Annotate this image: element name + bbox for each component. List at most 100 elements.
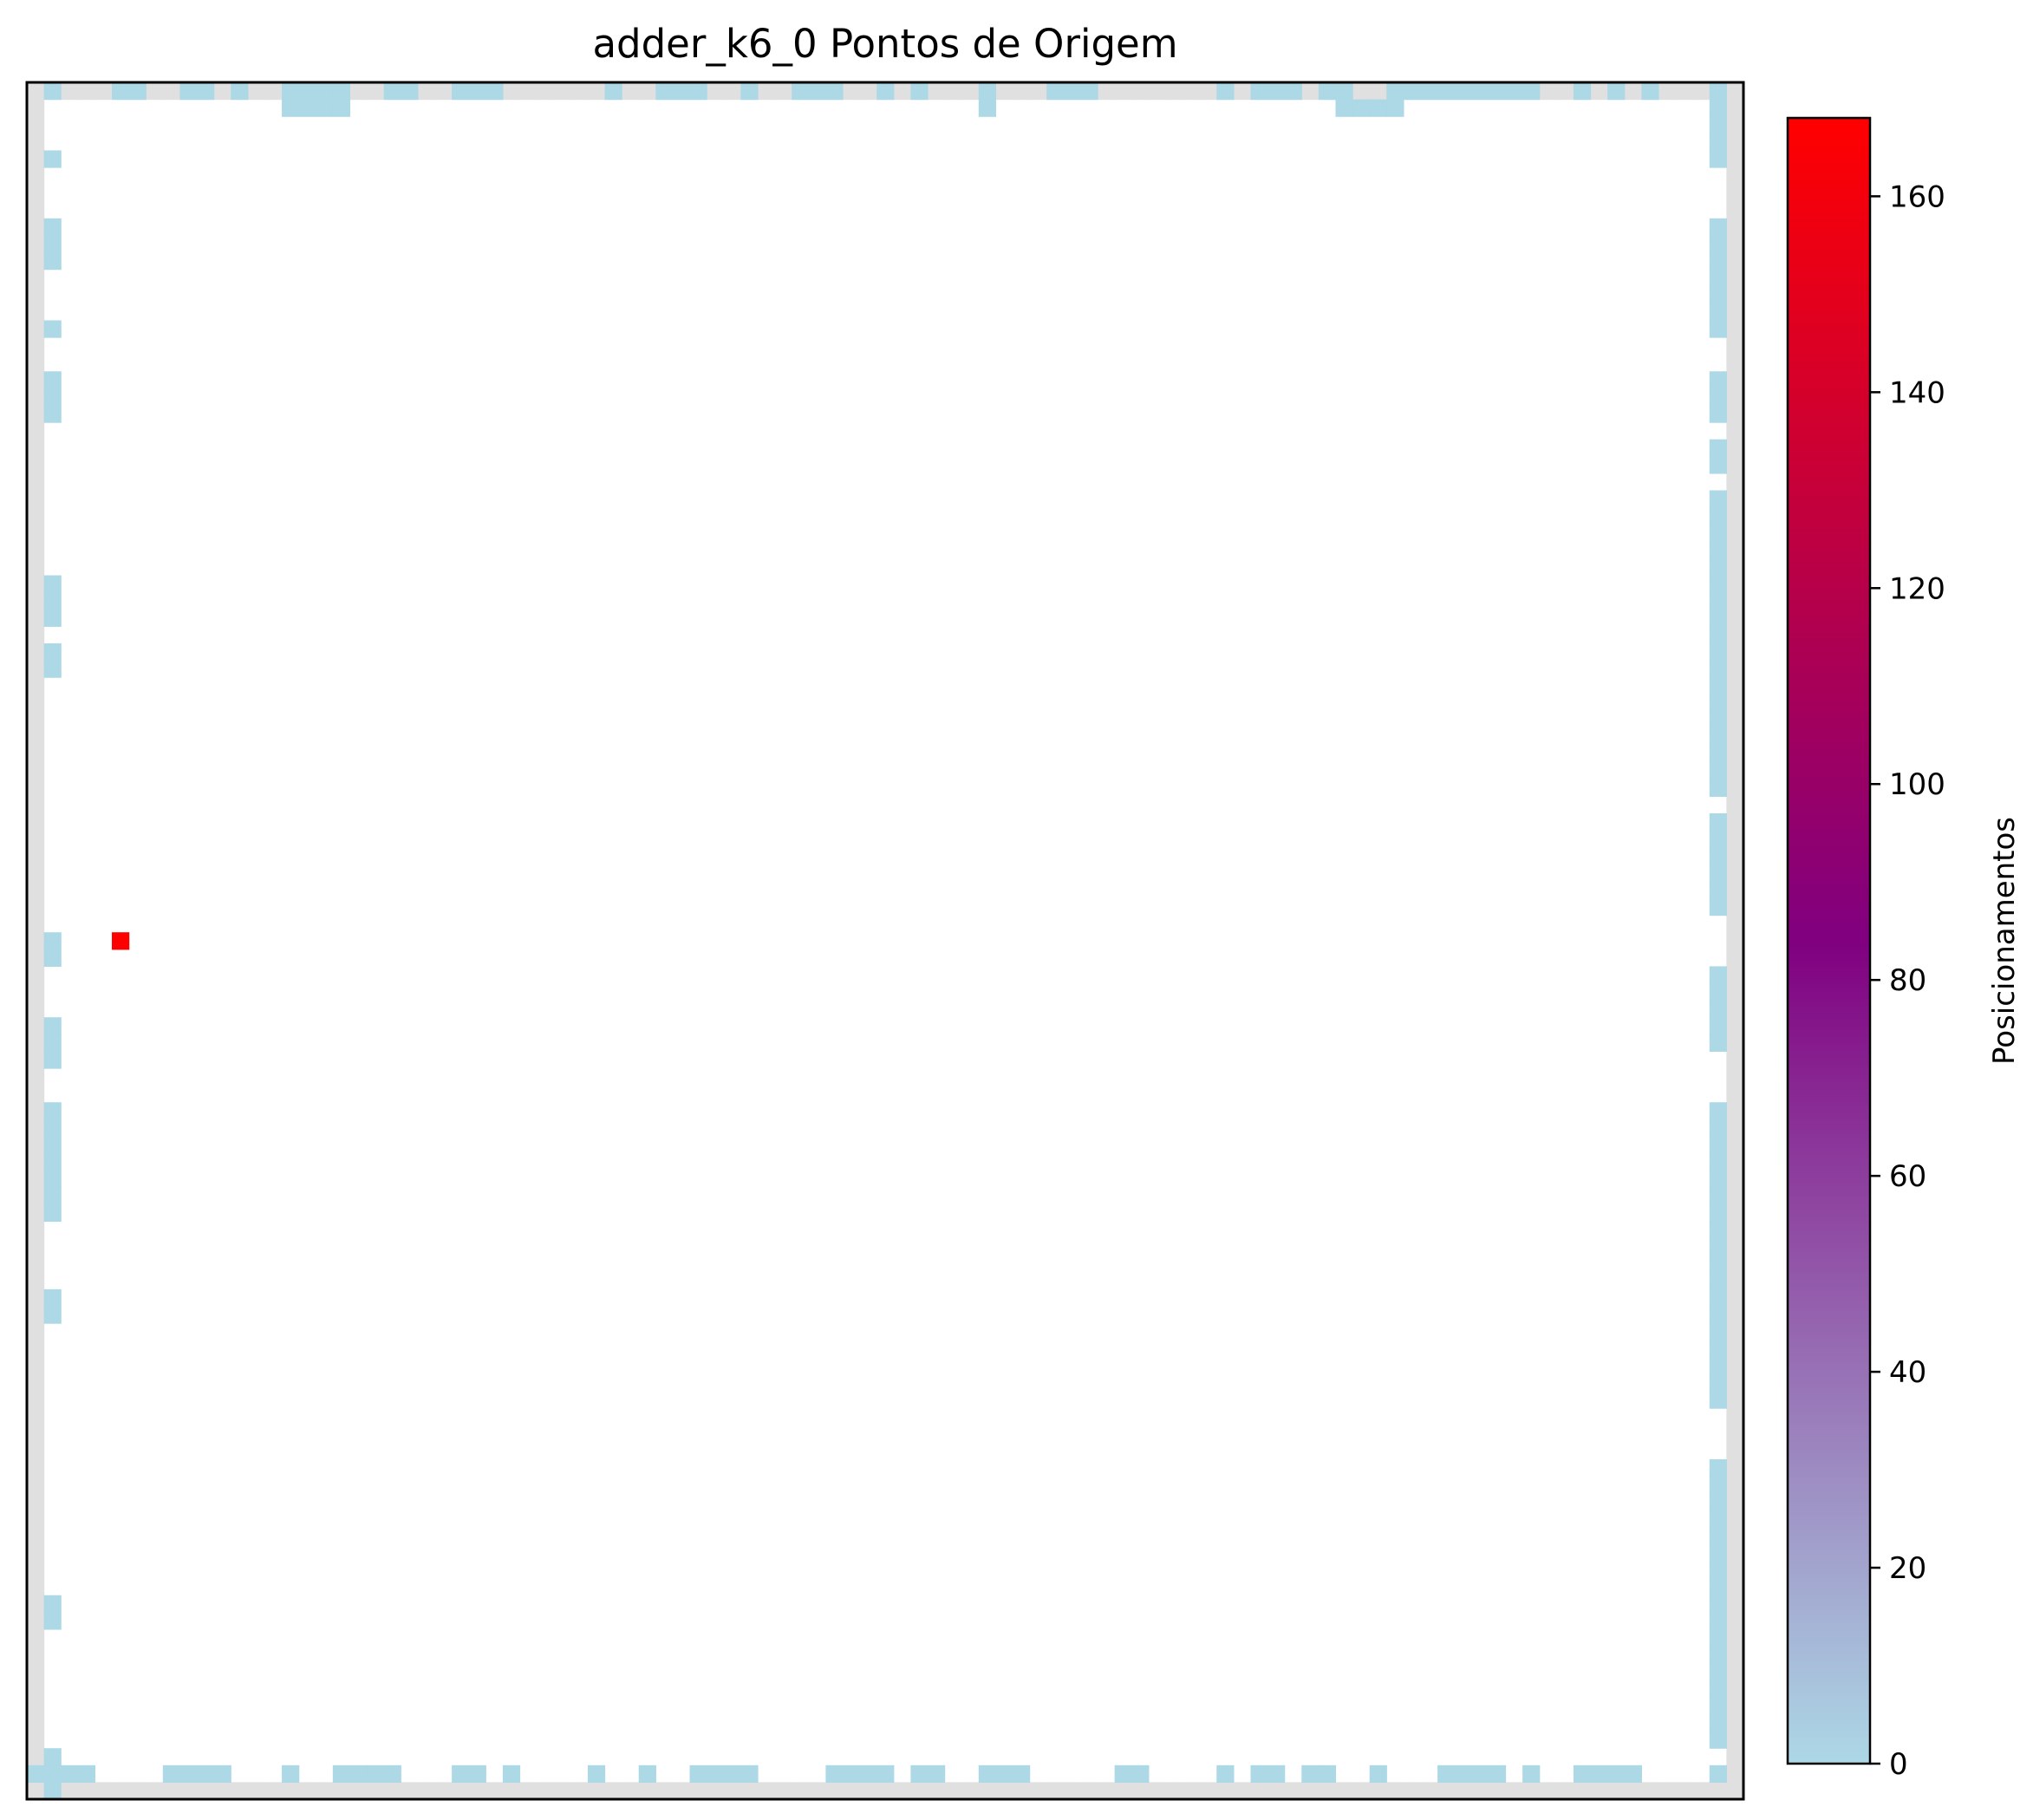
- colorbar-tick-label: 40: [1889, 1355, 1926, 1390]
- io-cell: [1726, 1136, 1744, 1154]
- io-cell-placed: [1709, 456, 1727, 474]
- io-cell: [1726, 1323, 1744, 1341]
- io-cell: [1726, 1357, 1744, 1375]
- io-cell-placed: [383, 82, 401, 101]
- io-cell: [1726, 320, 1744, 338]
- io-cell-placed: [316, 99, 334, 117]
- io-cell: [27, 1391, 45, 1409]
- io-cell: [27, 1272, 45, 1290]
- io-cell-placed: [1063, 82, 1082, 101]
- io-cell-placed: [1641, 82, 1659, 101]
- io-cell-placed: [1709, 864, 1727, 882]
- io-cell: [452, 1782, 470, 1800]
- io-cell: [27, 286, 45, 304]
- io-cell-placed: [383, 1765, 401, 1783]
- io-cell-placed: [43, 609, 62, 627]
- io-cell: [1352, 82, 1371, 101]
- io-cell: [27, 116, 45, 134]
- io-cell: [1403, 1782, 1422, 1800]
- io-cell-placed: [1709, 1238, 1727, 1256]
- io-cell: [27, 897, 45, 917]
- io-cell: [1726, 694, 1744, 712]
- io-cell: [1726, 456, 1744, 474]
- io-cell: [1726, 1765, 1744, 1783]
- io-cell-placed: [349, 1765, 368, 1783]
- io-cell: [27, 1561, 45, 1579]
- colorbar-tick-label: 140: [1889, 375, 1945, 410]
- io-cell: [978, 1782, 997, 1800]
- io-cell: [1726, 1578, 1744, 1596]
- io-cell: [774, 82, 792, 101]
- io-cell: [27, 1153, 45, 1171]
- io-cell: [27, 1782, 45, 1800]
- io-cell: [213, 1782, 231, 1800]
- io-cell: [1386, 1782, 1404, 1800]
- heatmap-area: [25, 81, 1745, 1801]
- io-cell: [1726, 252, 1744, 271]
- io-cell: [27, 711, 45, 729]
- io-cell-placed: [1709, 269, 1727, 287]
- io-cell: [146, 1782, 164, 1800]
- io-cell-placed: [876, 1765, 895, 1783]
- io-cell-placed: [43, 1288, 62, 1308]
- io-cell-placed: [1709, 405, 1727, 423]
- io-cell: [27, 1628, 45, 1647]
- io-cell: [27, 1017, 45, 1035]
- io-cell: [1726, 575, 1744, 593]
- io-cell-placed: [298, 99, 316, 117]
- io-cell-placed: [43, 1102, 62, 1120]
- io-cell-placed: [1709, 490, 1727, 508]
- io-cell: [468, 1782, 486, 1800]
- io-cell: [587, 1782, 606, 1800]
- io-cell-placed: [978, 99, 997, 117]
- io-cell: [1420, 1782, 1438, 1800]
- io-cell-placed: [1709, 1357, 1727, 1375]
- io-cell: [27, 235, 45, 253]
- io-cell-placed: [43, 949, 62, 967]
- io-cell: [27, 1510, 45, 1528]
- io-cell: [27, 762, 45, 780]
- io-cell: [1454, 1782, 1472, 1800]
- io-cell: [27, 405, 45, 423]
- io-cell: [27, 1357, 45, 1375]
- io-cell: [1284, 1782, 1302, 1800]
- io-cell-placed: [1369, 1765, 1387, 1783]
- io-cell-placed: [1250, 82, 1268, 101]
- colorbar-tick-label: 160: [1889, 179, 1945, 214]
- io-cell: [519, 82, 538, 101]
- io-cell: [740, 1782, 759, 1800]
- io-cell: [1590, 1782, 1608, 1800]
- io-cell: [1726, 847, 1744, 865]
- io-cell-placed: [1709, 592, 1727, 610]
- io-cell-placed: [1709, 320, 1727, 338]
- io-cell-placed: [1709, 1221, 1727, 1239]
- io-cell-placed: [282, 1765, 300, 1783]
- io-cell: [622, 82, 640, 101]
- io-cell: [1726, 1119, 1744, 1138]
- io-cell: [1726, 592, 1744, 610]
- io-cell-placed: [1709, 897, 1727, 917]
- io-cell-placed: [1369, 99, 1387, 117]
- colorbar-tick-label: 120: [1889, 571, 1945, 606]
- io-cell: [1165, 82, 1183, 101]
- io-cell: [1556, 1782, 1574, 1800]
- io-cell-placed: [1624, 1765, 1642, 1783]
- io-cell: [1726, 677, 1744, 695]
- io-cell: [1675, 1782, 1693, 1800]
- io-cell-placed: [112, 82, 130, 101]
- io-cell-placed: [27, 1765, 45, 1783]
- io-cell: [1726, 116, 1744, 134]
- io-cell-placed: [43, 1595, 62, 1613]
- io-cell: [1726, 1713, 1744, 1732]
- io-cell: [1199, 82, 1217, 101]
- io-cell-placed: [1709, 711, 1727, 729]
- io-cell-placed: [1709, 371, 1727, 389]
- io-cell: [876, 1782, 895, 1800]
- io-cell: [27, 388, 45, 407]
- io-cell: [401, 1782, 419, 1800]
- io-cell-placed: [1709, 1170, 1727, 1188]
- io-cell-placed: [1709, 626, 1727, 644]
- io-cell: [27, 354, 45, 372]
- io-cell-placed: [808, 82, 826, 101]
- io-cell-placed: [1709, 133, 1727, 152]
